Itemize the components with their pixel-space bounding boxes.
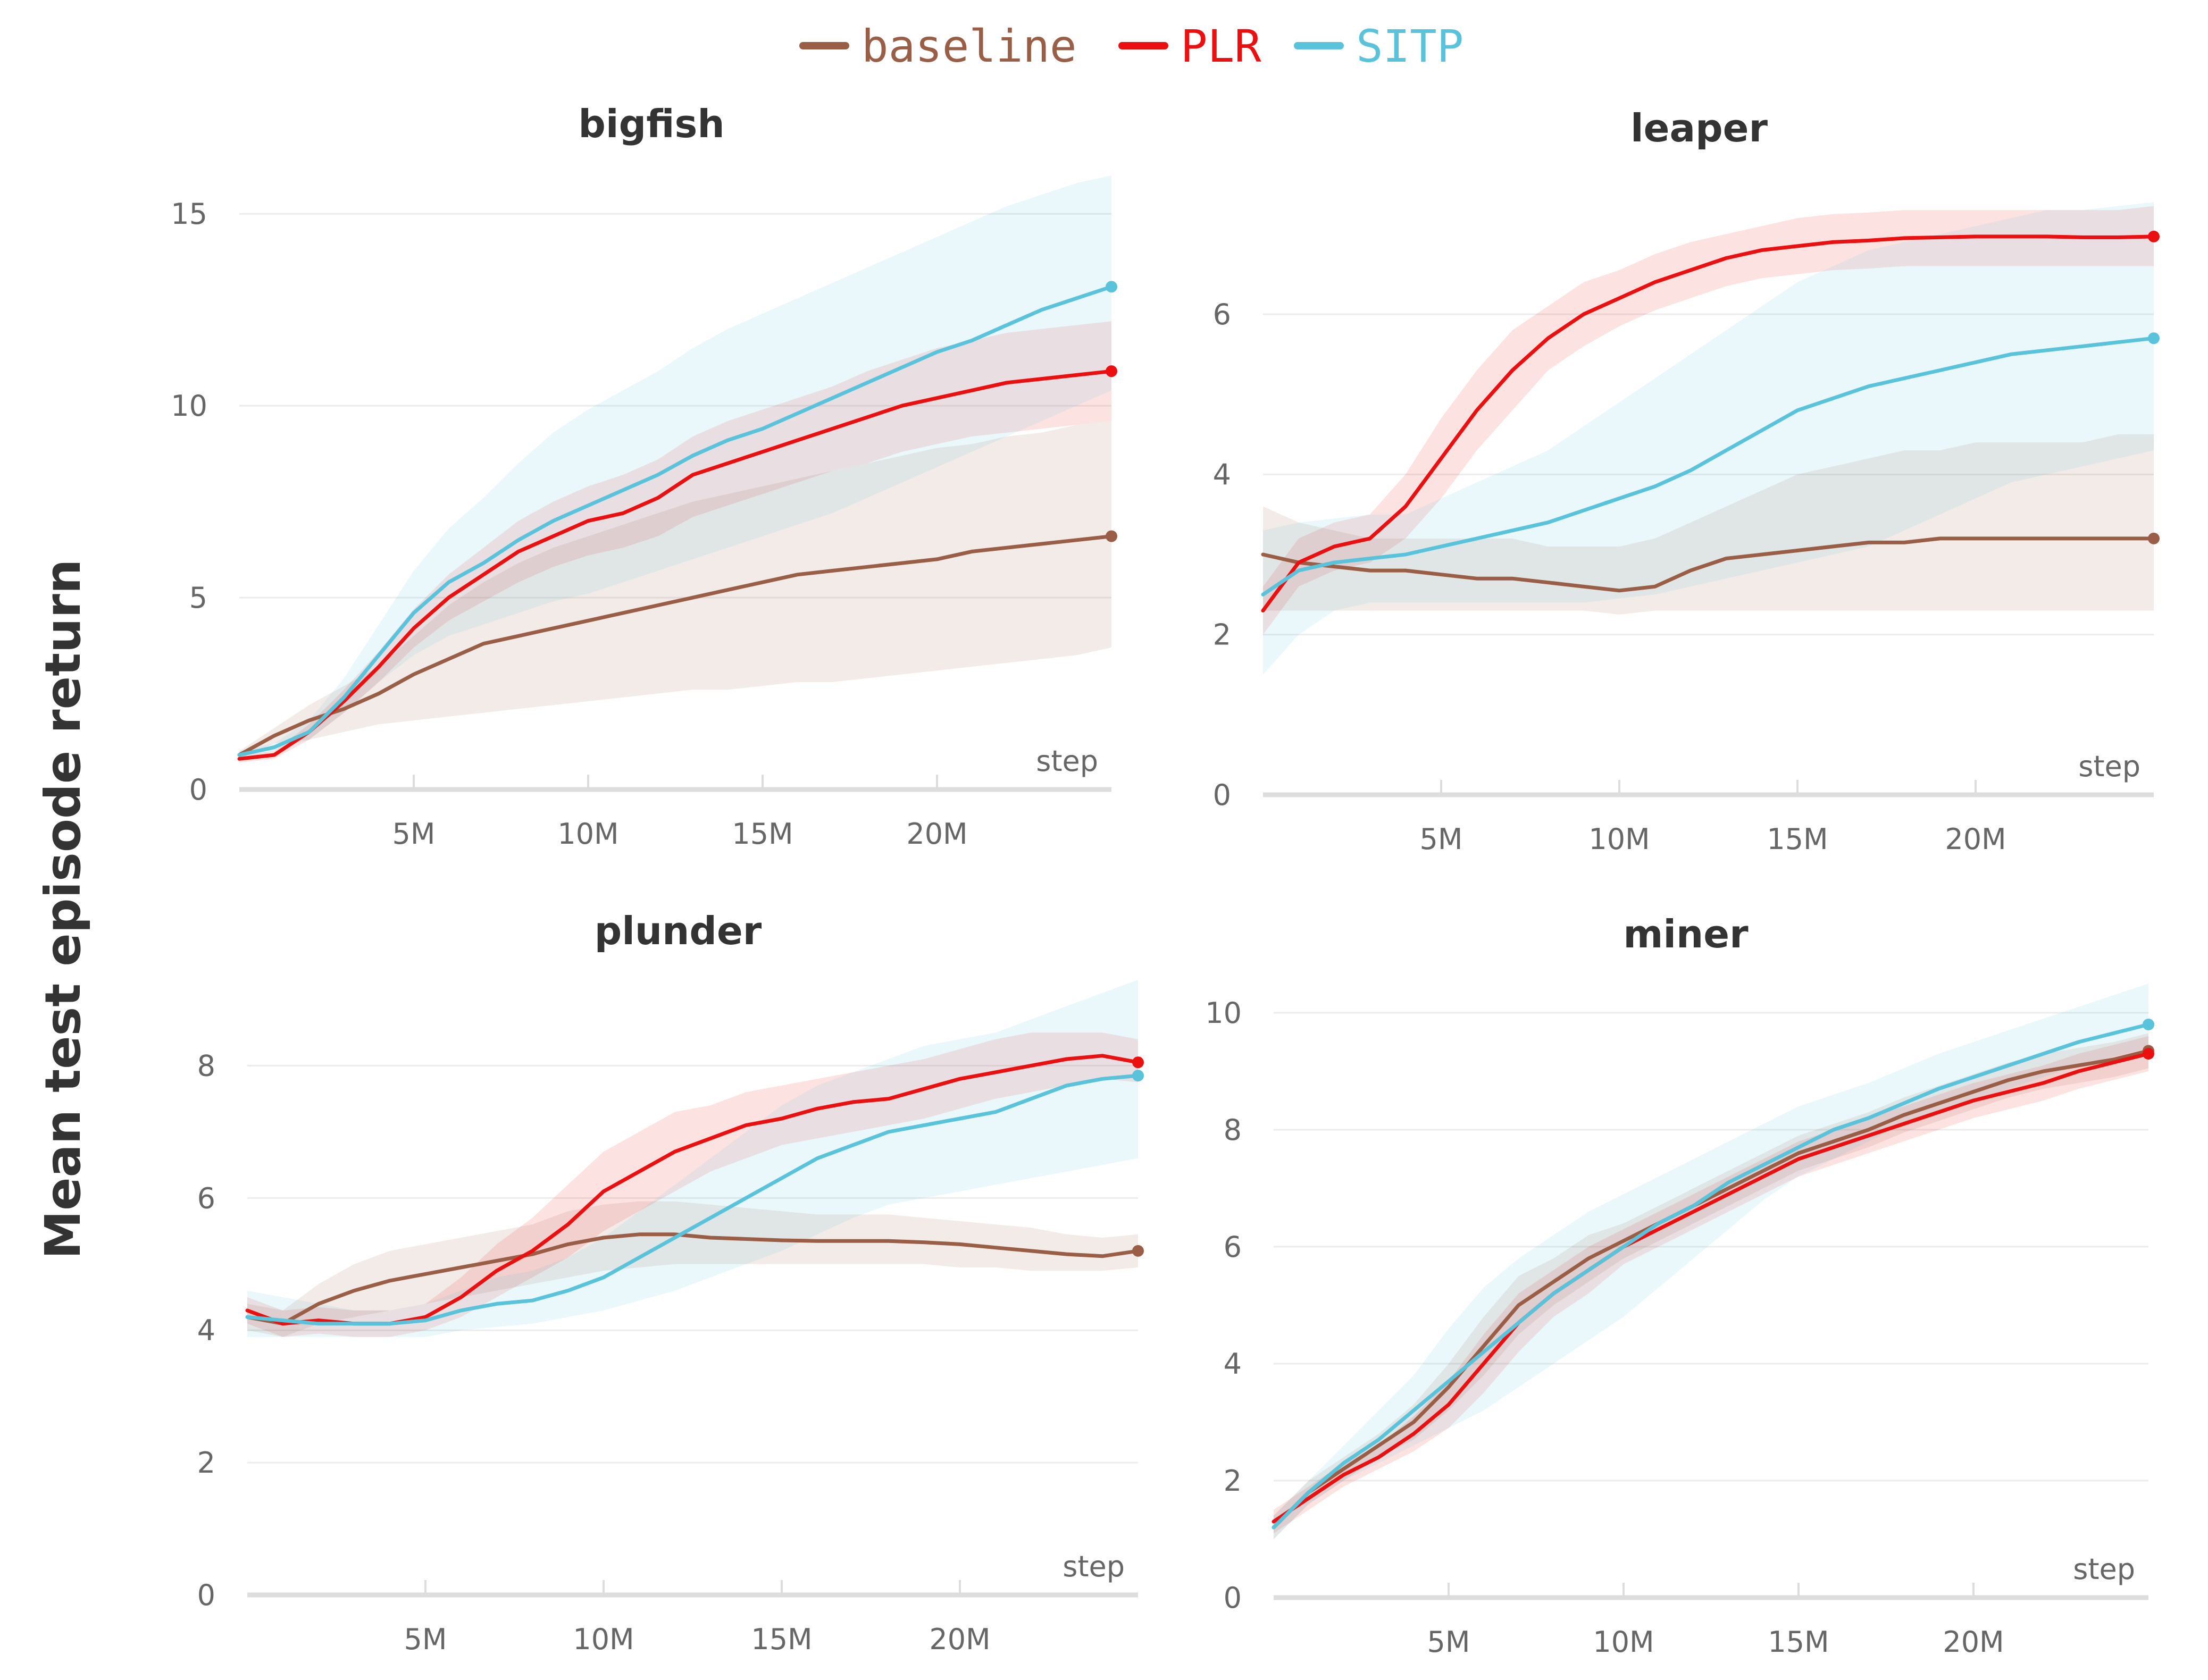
- y-tick-label: 0: [1224, 1581, 1242, 1615]
- x-axis-label: step: [1036, 744, 1098, 778]
- panel-miner: miner 0 2 4 6 8 10 5M 10M 15M 20M step: [1205, 912, 2154, 1659]
- endpoint-plr: [1132, 1056, 1144, 1069]
- panel-title: bigfish: [578, 102, 724, 146]
- endpoint-sitp: [1132, 1070, 1144, 1082]
- endpoint-sitp: [2143, 1019, 2154, 1030]
- x-tick-label: 15M: [732, 817, 793, 851]
- y-tick-label: 4: [1213, 458, 1231, 491]
- band-sitp: [1274, 984, 2148, 1539]
- panel-title: leaper: [1630, 106, 1768, 150]
- y-tick-label: 10: [1205, 996, 1242, 1030]
- band-sitp: [247, 979, 1138, 1337]
- x-axis-label: step: [2078, 750, 2140, 783]
- panel-title: miner: [1623, 912, 1749, 956]
- endpoint-plr: [1106, 365, 1117, 377]
- y-tick-label: 2: [1224, 1464, 1242, 1498]
- y-tick-label: 15: [171, 197, 207, 231]
- panels: bigfish 0 5 10 15 5M 10M 15M 20M step leaper 0 2 4 6 5M…: [171, 102, 2160, 1659]
- series-line-plr: [1272, 1052, 2151, 1524]
- panel-plunder: plunder 0 2 4 6 8 5M 10M 15M 20M step: [197, 909, 1144, 1656]
- endpoint-sitp: [2148, 332, 2160, 345]
- band-plr: [239, 321, 1111, 763]
- x-tick-label: 20M: [1943, 1625, 2004, 1659]
- x-tick-label: 15M: [751, 1623, 812, 1656]
- endpoint-baseline: [1106, 530, 1117, 542]
- y-tick-label: 0: [1213, 778, 1231, 812]
- band-plr: [1263, 206, 2154, 635]
- endpoint-plr: [2148, 230, 2160, 242]
- series-line-sitp: [245, 1073, 1140, 1326]
- x-tick-label: 10M: [1593, 1625, 1654, 1659]
- series-line-baseline: [237, 534, 1114, 757]
- band-baseline: [239, 421, 1111, 759]
- y-tick-label: 8: [1224, 1113, 1242, 1147]
- legend-label-baseline: baseline: [862, 20, 1077, 72]
- panel-bigfish: bigfish 0 5 10 15 5M 10M 15M 20M step: [171, 102, 1117, 851]
- y-tick-label: 6: [1224, 1230, 1242, 1264]
- x-tick-label: 10M: [573, 1623, 634, 1656]
- x-tick-label: 10M: [1588, 822, 1650, 856]
- series-line-plr: [1261, 234, 2156, 612]
- x-axis-label: step: [2073, 1552, 2135, 1586]
- y-tick-label: 0: [189, 773, 207, 807]
- x-tick-label: 5M: [404, 1623, 447, 1656]
- x-tick-label: 5M: [1420, 822, 1463, 856]
- series-line-sitp: [237, 284, 1114, 757]
- endpoint-baseline: [1132, 1245, 1144, 1257]
- panel-leaper: leaper 0 2 4 6 5M 10M 15M 20M step: [1213, 106, 2160, 856]
- legend-label-plr: PLR: [1181, 20, 1261, 72]
- band-plr: [1274, 1036, 2148, 1533]
- band-baseline: [247, 1201, 1138, 1337]
- series-line-plr: [237, 369, 1114, 761]
- x-tick-label: 5M: [392, 817, 436, 851]
- y-tick-label: 6: [197, 1181, 215, 1215]
- series-line-sitp: [1272, 1022, 2151, 1530]
- series-line-sitp: [1261, 336, 2156, 597]
- y-tick-label: 2: [197, 1446, 215, 1480]
- x-tick-label: 10M: [557, 817, 618, 851]
- legend-label-sitp: SITP: [1356, 20, 1463, 72]
- band-sitp: [1263, 202, 2154, 675]
- x-axis-label: step: [1063, 1550, 1125, 1583]
- endpoint-sitp: [1106, 281, 1117, 293]
- x-tick-label: 20M: [1945, 822, 2006, 856]
- band-baseline: [1263, 434, 2154, 615]
- x-tick-label: 20M: [929, 1623, 990, 1656]
- y-tick-label: 10: [171, 389, 207, 423]
- y-tick-label: 0: [197, 1578, 215, 1612]
- endpoint-plr: [2143, 1048, 2154, 1060]
- y-tick-label: 4: [197, 1314, 215, 1347]
- y-axis-label: Mean test episode return: [35, 559, 91, 1259]
- y-tick-label: 4: [1224, 1347, 1242, 1381]
- panel-title: plunder: [595, 909, 762, 953]
- y-tick-label: 5: [189, 581, 207, 615]
- y-tick-label: 6: [1213, 298, 1231, 331]
- x-tick-label: 5M: [1427, 1625, 1470, 1659]
- band-baseline: [1274, 1033, 2148, 1539]
- band-plr: [247, 1032, 1138, 1337]
- endpoint-baseline: [2148, 532, 2160, 544]
- y-tick-label: 8: [197, 1049, 215, 1082]
- legend: baseline PLR SITP: [799, 20, 1463, 72]
- series-line-baseline: [1272, 1049, 2151, 1530]
- x-tick-label: 15M: [1767, 822, 1828, 856]
- x-tick-label: 15M: [1768, 1625, 1829, 1659]
- series-line-baseline: [245, 1232, 1140, 1326]
- series-line-baseline: [1261, 536, 2156, 593]
- x-tick-label: 20M: [906, 817, 967, 851]
- y-tick-label: 2: [1213, 618, 1231, 652]
